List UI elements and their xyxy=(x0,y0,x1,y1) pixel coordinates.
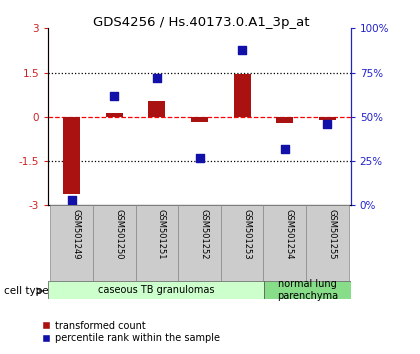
Bar xyxy=(319,117,336,120)
Bar xyxy=(276,117,293,123)
Bar xyxy=(263,205,306,281)
Point xyxy=(196,155,203,160)
Bar xyxy=(264,281,351,299)
Bar xyxy=(48,281,264,299)
Text: GSM501254: GSM501254 xyxy=(285,209,294,259)
Text: GSM501252: GSM501252 xyxy=(200,209,208,259)
Point xyxy=(324,121,331,127)
Bar xyxy=(93,205,136,281)
Text: GSM501251: GSM501251 xyxy=(157,209,166,259)
Text: normal lung
parenchyma: normal lung parenchyma xyxy=(277,279,338,301)
Bar xyxy=(50,205,93,281)
Legend: transformed count, percentile rank within the sample: transformed count, percentile rank withi… xyxy=(39,317,224,347)
Text: GSM501253: GSM501253 xyxy=(242,209,251,260)
Text: GSM501249: GSM501249 xyxy=(72,209,81,259)
Bar xyxy=(136,205,178,281)
Point xyxy=(154,75,160,81)
Text: cell type: cell type xyxy=(4,286,49,296)
Text: caseous TB granulomas: caseous TB granulomas xyxy=(98,285,215,295)
Bar xyxy=(63,117,80,194)
Bar xyxy=(234,74,251,117)
Text: GSM501250: GSM501250 xyxy=(114,209,123,259)
Point xyxy=(111,93,118,98)
Bar xyxy=(191,117,208,122)
Bar xyxy=(106,113,123,117)
Text: GDS4256 / Hs.40173.0.A1_3p_at: GDS4256 / Hs.40173.0.A1_3p_at xyxy=(93,16,310,29)
Point xyxy=(68,197,75,203)
Point xyxy=(239,47,245,52)
Bar xyxy=(221,205,263,281)
Bar xyxy=(148,101,165,117)
Bar xyxy=(178,205,221,281)
Bar xyxy=(306,205,349,281)
Point xyxy=(281,146,288,152)
Text: GSM501255: GSM501255 xyxy=(327,209,336,259)
